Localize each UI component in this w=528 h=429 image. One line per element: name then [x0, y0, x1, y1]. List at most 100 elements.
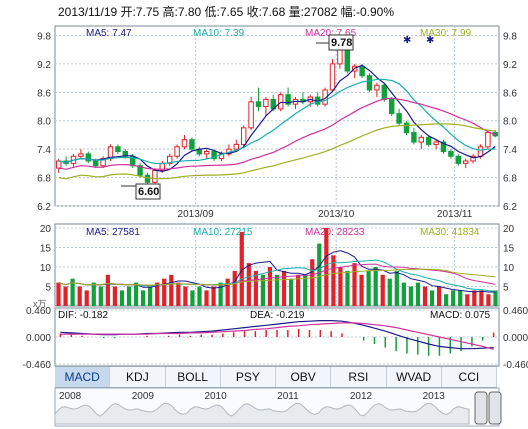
candle-body: [425, 136, 432, 145]
macd-histogram: [59, 328, 495, 356]
volume-bar: [148, 286, 153, 306]
candle-body: [115, 146, 121, 153]
moving-average-lines: [58, 64, 496, 180]
ma30-volume-label: MA30: 41834: [420, 227, 480, 238]
volume-y-tick-left: 20: [40, 224, 52, 235]
volume-bar: [331, 255, 336, 306]
volume-bar: [436, 286, 442, 306]
high-marker: 9.78: [316, 34, 354, 51]
low-marker: 6.60: [121, 183, 161, 200]
volume-bar: [345, 270, 350, 306]
volume-bar: [352, 263, 357, 306]
candle-body: [92, 160, 99, 167]
ma5-line: [58, 64, 496, 173]
candle-body: [255, 101, 262, 108]
volume-bar: [408, 286, 414, 306]
volume-bar: [288, 278, 294, 306]
volume-bar: [176, 282, 181, 306]
candle-body: [137, 165, 143, 176]
volume-bar: [190, 290, 195, 306]
candle-body: [359, 65, 365, 77]
volume-bar: [303, 274, 308, 306]
candle-body: [455, 155, 462, 164]
candle-body: [152, 169, 158, 183]
volume-bar: [267, 267, 273, 306]
tab-macd[interactable]: MACD: [55, 367, 111, 387]
dif-label: DIF: -0.182: [58, 310, 108, 321]
x-tick-label: 2013/10: [318, 209, 355, 220]
volume-bar: [70, 278, 75, 306]
candle-body: [263, 98, 269, 108]
volume-bar: [162, 278, 167, 306]
timeline-handle-left[interactable]: [474, 391, 488, 425]
macd-y-tick-right: -0.460: [503, 360, 528, 371]
ma20-price-label: MA20: 7.65: [305, 28, 357, 39]
candle-body: [329, 63, 336, 91]
candle-body: [411, 132, 417, 143]
volume-bar: [486, 294, 491, 306]
price-y-tick-right: 9.8: [503, 31, 517, 42]
volume-bar: [253, 270, 258, 306]
tab-rsi[interactable]: RSI: [331, 367, 387, 387]
volume-bar: [112, 286, 118, 306]
price-y-tick-left: 9.8: [37, 31, 51, 42]
volume-bar: [338, 267, 343, 306]
tab-boll[interactable]: BOLL: [166, 367, 221, 387]
volume-bar: [169, 274, 174, 306]
macd-y-tick-left: -0.460: [23, 360, 52, 371]
tab-wvad[interactable]: WVAD: [387, 367, 442, 387]
candle-body: [440, 141, 447, 153]
timeline-year-label: 2011: [277, 391, 299, 402]
volume-bar: [324, 228, 329, 306]
price-y-tick-right: 6.2: [503, 202, 517, 213]
price-y-tick-left: 9.2: [37, 60, 51, 71]
indicator-tabbar: MACD KDJ BOLL PSY OBV RSI WVAD CCI: [55, 366, 497, 388]
volume-bar: [451, 290, 456, 306]
timeline-year-label: 2010: [204, 391, 227, 402]
candle-body: [203, 151, 210, 155]
volume-bar: [246, 263, 251, 306]
macd-lines: [60, 320, 494, 350]
ma5-volume-label: MA5: 27581: [86, 227, 140, 238]
candle-body: [448, 151, 454, 157]
volume-bar: [274, 274, 280, 306]
volume-bar: [373, 267, 378, 306]
candle-body: [396, 113, 402, 124]
candle-body: [55, 160, 62, 169]
dea-label: DEA: -0.219: [250, 310, 305, 321]
volume-bar: [366, 270, 371, 306]
ma30-line: [58, 123, 496, 180]
volume-bar: [310, 259, 315, 306]
volume-bar: [56, 282, 61, 306]
volume-bar: [401, 282, 406, 306]
tab-psy[interactable]: PSY: [221, 367, 276, 387]
volume-bar: [260, 274, 266, 306]
star-marker-2: ✱: [426, 35, 434, 46]
macd-y-tick-left: 0.460: [26, 306, 51, 317]
candle-body: [470, 155, 476, 162]
tab-cci[interactable]: CCI: [442, 367, 497, 387]
candle-body: [388, 98, 395, 115]
price-y-tick-left: 6.2: [37, 202, 51, 213]
ma20-line: [58, 97, 496, 170]
timeline-year-label: 2012: [350, 391, 373, 402]
header-text: 2013/11/19 开:7.75 高:7.80 低:7.65 收:7.68 量…: [58, 4, 394, 19]
volume-bar: [133, 282, 139, 306]
price-y-tick-right: 9.2: [503, 60, 517, 71]
volume-y-ticks: 20 20 15 15 10 10 5 5: [40, 224, 515, 294]
tab-kdj[interactable]: KDJ: [110, 367, 166, 387]
timeline-handle-right[interactable]: [488, 391, 502, 425]
volume-ma30-line: [58, 268, 496, 286]
ma20-volume-label: MA20: 28233: [305, 227, 365, 238]
tab-obv[interactable]: OBV: [276, 367, 332, 387]
timeline-year-label: 2009: [132, 391, 155, 402]
candle-body: [403, 122, 410, 134]
dea-line: [60, 322, 494, 350]
volume-y-tick-right: 10: [503, 263, 515, 274]
candle-body: [285, 94, 291, 105]
x-tick-label: 2013/11: [437, 209, 473, 220]
x-tick-label: 2013/09: [178, 209, 215, 220]
volume-bar: [77, 286, 82, 306]
volume-bar: [232, 270, 237, 306]
